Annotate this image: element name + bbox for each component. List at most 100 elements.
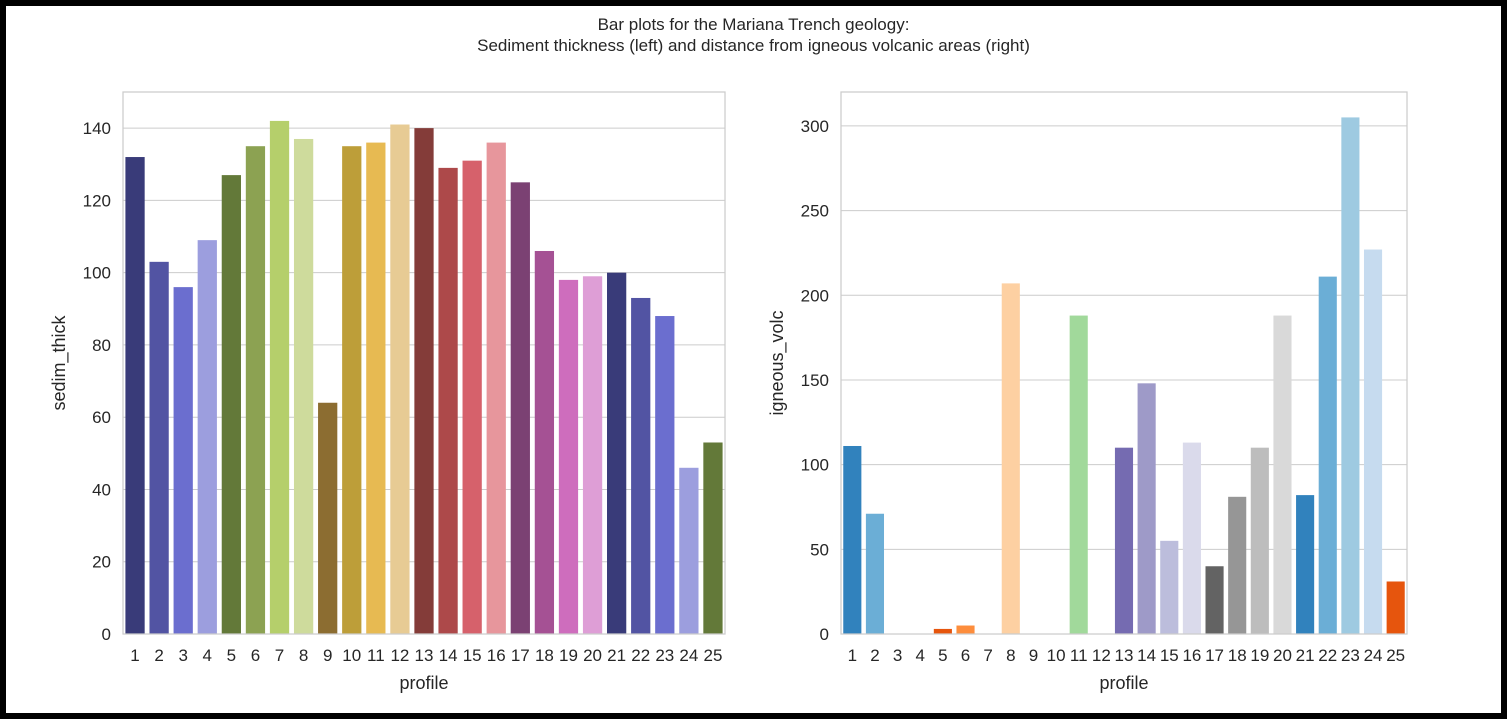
y-axis-label: igneous_volc (767, 310, 788, 415)
bar (865, 513, 885, 634)
bar (1228, 496, 1247, 634)
bar (414, 128, 434, 634)
y-tick-label: 0 (102, 625, 111, 644)
x-tick-label: 24 (1364, 646, 1383, 665)
y-tick-label: 300 (801, 117, 829, 136)
y-tick-label: 0 (820, 625, 829, 644)
x-tick-label: 3 (178, 646, 187, 665)
bar (1341, 117, 1360, 634)
x-tick-label: 5 (227, 646, 236, 665)
bar (342, 146, 362, 634)
x-tick-label: 4 (203, 646, 212, 665)
y-tick-label: 80 (92, 336, 111, 355)
bar (933, 628, 952, 634)
x-tick-label: 12 (1092, 646, 1111, 665)
x-tick-label: 18 (1228, 646, 1247, 665)
x-tick-label: 14 (439, 646, 458, 665)
bar (1296, 495, 1315, 634)
y-tick-label: 60 (92, 408, 111, 427)
bar (631, 297, 651, 634)
x-tick-label: 3 (893, 646, 902, 665)
bar (149, 261, 169, 634)
x-tick-label: 5 (938, 646, 947, 665)
bar (679, 467, 699, 634)
bar (438, 167, 458, 634)
bar (558, 279, 579, 634)
x-tick-label: 23 (1341, 646, 1360, 665)
x-tick-label: 15 (463, 646, 482, 665)
x-tick-label: 2 (154, 646, 163, 665)
bar (534, 250, 555, 635)
x-tick-label: 22 (631, 646, 650, 665)
bar (1386, 581, 1405, 634)
bar (582, 276, 603, 634)
bar (1318, 276, 1337, 634)
x-tick-label: 21 (607, 646, 626, 665)
figure: Bar plots for the Mariana Trench geology… (6, 6, 1501, 713)
x-tick-label: 11 (1070, 646, 1088, 665)
bar (1069, 315, 1088, 634)
x-tick-label: 23 (655, 646, 674, 665)
x-tick-label: 16 (1182, 646, 1201, 665)
plot-frame (122, 91, 726, 635)
x-tick-label: 22 (1318, 646, 1337, 665)
figure-title-line-2: Sediment thickness (left) and distance f… (477, 36, 1030, 55)
x-tick-label: 20 (1273, 646, 1292, 665)
x-tick-label: 7 (983, 646, 992, 665)
y-tick-label: 40 (92, 480, 111, 499)
bar (269, 120, 290, 634)
bar (1160, 540, 1179, 634)
x-axis-label: profile (399, 673, 448, 693)
bar (462, 160, 482, 634)
plot-frame (840, 91, 1408, 635)
bar (607, 272, 627, 634)
bar (843, 445, 862, 634)
x-tick-label: 6 (961, 646, 970, 665)
x-tick-label: 17 (1205, 646, 1224, 665)
x-tick-label: 25 (703, 646, 722, 665)
bar (221, 175, 241, 635)
x-tick-label: 19 (559, 646, 578, 665)
x-tick-label: 9 (323, 646, 332, 665)
x-tick-label: 24 (679, 646, 698, 665)
x-axis-label: profile (1099, 673, 1148, 693)
x-tick-label: 14 (1137, 646, 1156, 665)
x-tick-label: 2 (870, 646, 879, 665)
x-tick-label: 4 (916, 646, 925, 665)
bar (1363, 249, 1383, 634)
y-tick-label: 150 (801, 371, 829, 390)
x-tick-label: 1 (130, 646, 139, 665)
x-tick-label: 10 (1047, 646, 1066, 665)
x-tick-label: 8 (299, 646, 308, 665)
x-tick-label: 7 (275, 646, 284, 665)
x-tick-label: 18 (535, 646, 554, 665)
bar (390, 124, 410, 635)
bar (245, 146, 266, 634)
x-tick-label: 20 (583, 646, 602, 665)
x-tick-label: 19 (1250, 646, 1269, 665)
y-tick-label: 20 (92, 553, 111, 572)
x-tick-label: 15 (1160, 646, 1179, 665)
bar (125, 157, 145, 635)
x-tick-label: 8 (1006, 646, 1015, 665)
bar (197, 240, 217, 634)
bar (1182, 442, 1201, 634)
bar (1001, 283, 1020, 634)
x-tick-label: 10 (342, 646, 361, 665)
x-tick-label: 25 (1386, 646, 1405, 665)
x-tick-label: 13 (415, 646, 434, 665)
y-tick-label: 140 (83, 119, 111, 138)
x-tick-label: 21 (1296, 646, 1315, 665)
bar (486, 142, 506, 634)
figure-title-line-1: Bar plots for the Mariana Trench geology… (597, 15, 910, 34)
bar (1250, 447, 1269, 634)
bar (173, 287, 193, 634)
bar (703, 442, 723, 634)
y-tick-label: 100 (83, 264, 111, 283)
bar (293, 138, 314, 634)
bar (1273, 315, 1292, 634)
x-tick-label: 6 (251, 646, 260, 665)
